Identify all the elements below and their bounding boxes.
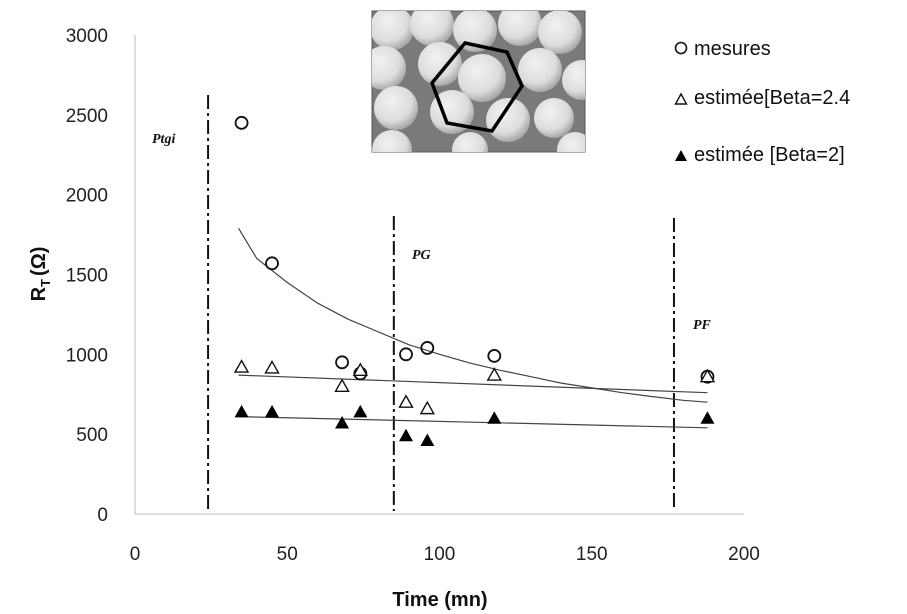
legend-label-mesures: mesures <box>694 38 771 60</box>
point-mesures <box>400 348 412 360</box>
phase-label-ptgi: Ptgi <box>152 132 175 147</box>
point-beta2 <box>235 405 249 418</box>
trendline-1 <box>239 375 708 393</box>
point-beta2 <box>700 411 714 424</box>
point-beta2 <box>265 405 279 418</box>
x-tick-label: 50 <box>277 544 298 565</box>
trendline-2 <box>239 417 708 428</box>
x-tick-label: 100 <box>424 544 456 565</box>
y-tick-label: 1000 <box>66 345 108 366</box>
legend-label-beta24: estimée[Beta=2.4 <box>694 87 850 109</box>
y-tick-label: 500 <box>76 425 108 446</box>
trendlines <box>239 228 708 428</box>
point-beta24 <box>400 396 413 408</box>
point-mesures <box>488 350 500 362</box>
x-tick-label: 200 <box>728 544 760 565</box>
point-beta24 <box>336 380 349 392</box>
legend-marker-mesures <box>676 43 687 54</box>
point-beta2 <box>335 416 349 429</box>
point-beta2 <box>420 434 434 447</box>
phase-label-pg: PG <box>412 248 431 263</box>
point-beta24 <box>266 361 279 373</box>
point-beta24 <box>235 361 248 373</box>
legend-marker-beta2 <box>675 150 687 161</box>
y-tick-label: 0 <box>97 505 108 526</box>
legend-marker-beta24 <box>676 94 687 104</box>
x-tick-label: 0 <box>130 544 141 565</box>
legend-label-beta2: estimée [Beta=2] <box>694 144 845 166</box>
y-axis-title-main: R <box>28 286 50 301</box>
y-axis-title-unit: (Ω) <box>28 247 50 276</box>
point-mesures <box>236 117 248 129</box>
y-axis-title: RT (Ω) <box>28 247 53 302</box>
y-tick-labels: 0 500 1000 1500 2000 2500 3000 <box>66 26 108 526</box>
x-tick-label: 150 <box>576 544 608 565</box>
point-mesures <box>266 257 278 269</box>
legend: mesures estimée[Beta=2.4 estimée [Beta=2… <box>675 38 850 166</box>
point-mesures <box>336 356 348 368</box>
point-beta2 <box>399 429 413 442</box>
point-beta2 <box>353 405 367 418</box>
point-beta24 <box>421 402 434 414</box>
phase-lines: Ptgi PG PF <box>152 95 712 511</box>
point-mesures <box>421 342 433 354</box>
data-points <box>235 117 715 446</box>
phase-label-pf: PF <box>693 318 712 333</box>
x-tick-labels: 0 50 100 150 200 <box>130 544 760 565</box>
x-axis-title: Time (mn) <box>392 589 487 611</box>
y-tick-label: 2500 <box>66 106 108 127</box>
y-axis-title-sub: T <box>38 279 53 287</box>
y-tick-label: 3000 <box>66 26 108 47</box>
point-beta2 <box>487 411 501 424</box>
y-tick-label: 2000 <box>66 186 108 207</box>
y-tick-label: 1500 <box>66 266 108 287</box>
trendline-0 <box>239 228 708 402</box>
inset-sphere-packing-image <box>362 2 602 170</box>
